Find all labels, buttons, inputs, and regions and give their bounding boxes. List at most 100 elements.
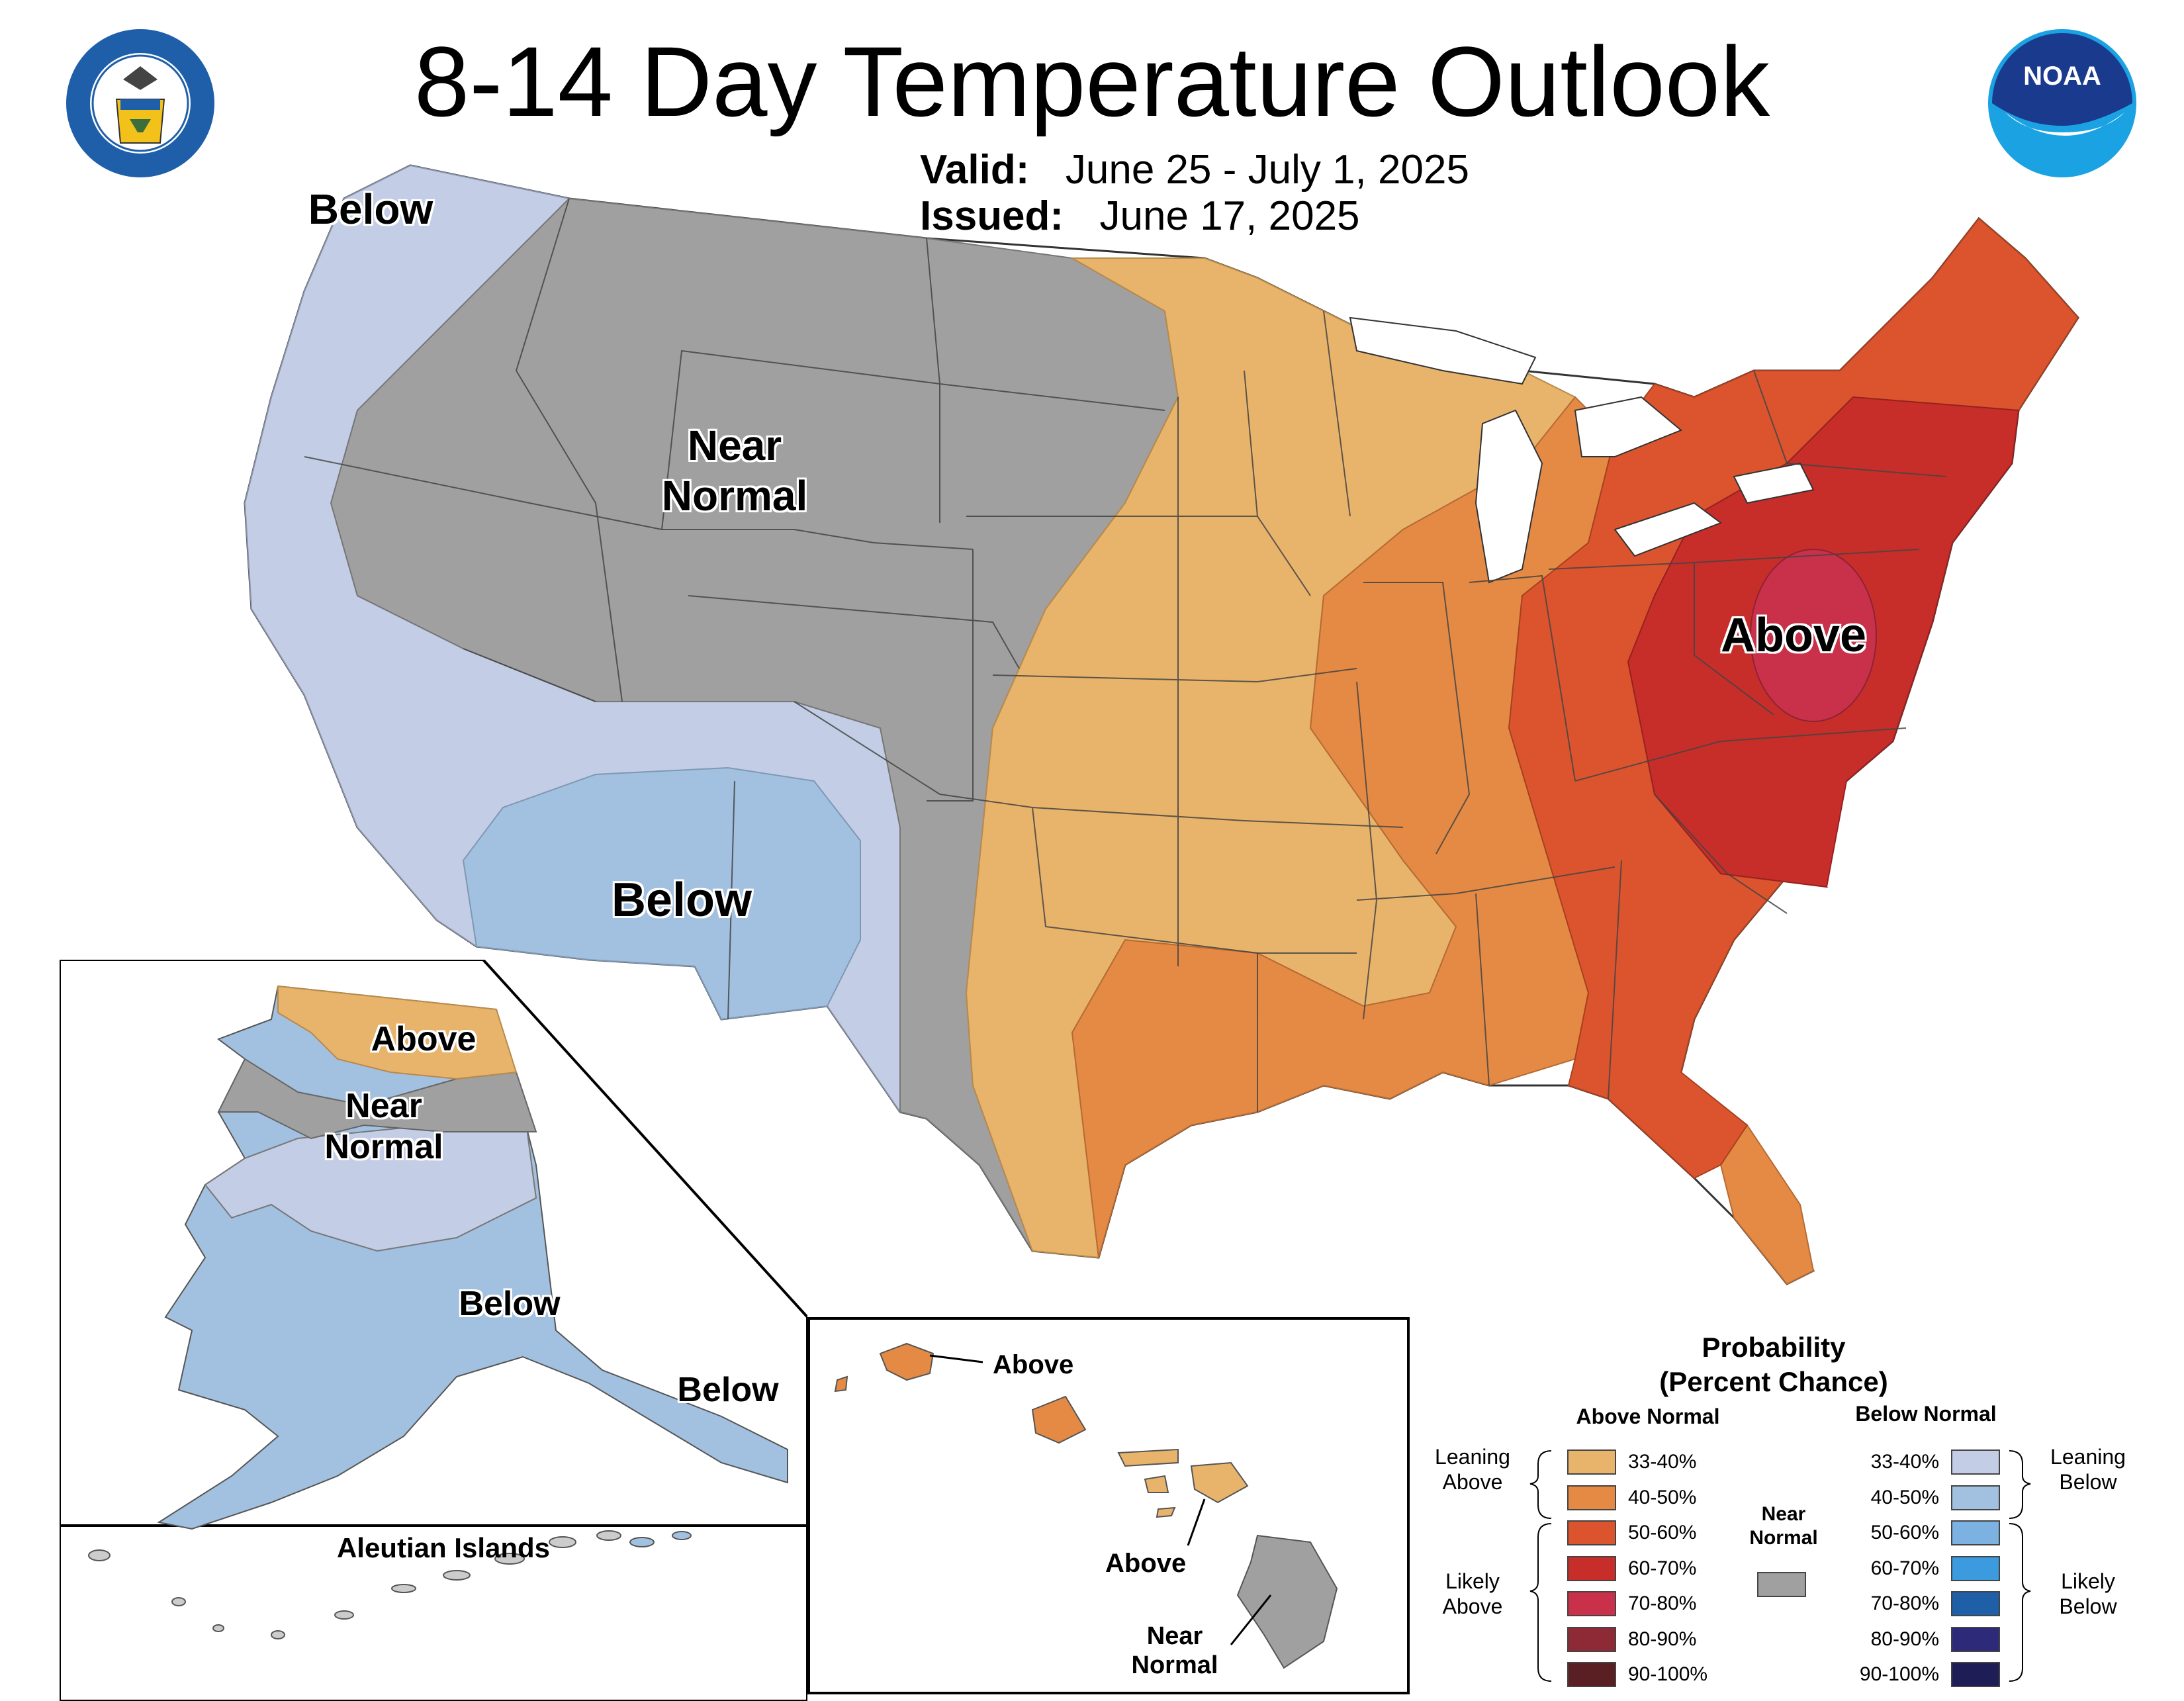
legend-above-swatch-2 [1567,1520,1616,1545]
legend-below-range-6: 90-100% [1859,1663,1939,1685]
page-title: 8-14 Day Temperature Outlook [414,26,1770,137]
legend-below-swatch-1 [1951,1485,2000,1510]
legend-below-swatch-5 [1951,1627,2000,1652]
big-island [1236,1534,1338,1669]
legend-below-range-3: 60-70% [1870,1557,1939,1579]
legend-below-swatch-2 [1951,1520,2000,1545]
legend-below-swatch-6 [1951,1662,2000,1687]
legend-normal-label: Normal [1749,1527,1818,1549]
legend-above-range-5: 80-90% [1628,1628,1697,1650]
legend-below-header: Below Normal [1855,1402,1997,1426]
legend-braces-above [1529,1450,1552,1682]
hawaii-label-near: Near [1146,1622,1203,1650]
lanai [1144,1475,1169,1493]
legend-above-range-0: 33-40% [1628,1451,1697,1473]
aleutian-islands-shapes [88,1530,621,1639]
hawaii-inset [807,1317,1410,1694]
legend-leaning-above-1: Leaning [1435,1445,1510,1469]
legend-above-range-4: 70-80% [1628,1592,1697,1614]
label-near-normal-line1: Near [687,422,782,469]
legend-above-swatch-0 [1567,1449,1616,1475]
issued-value: June 17, 2025 [1099,193,1360,239]
niihau [834,1375,848,1393]
legend-title-line2: (Percent Chance) [1659,1366,1888,1397]
legend-leaning-below-2: Below [2059,1470,2117,1494]
region-below-southwest [462,766,861,1021]
legend-title: Probability (Percent Chance) [1635,1330,1913,1399]
hawaii-pointer-near [1230,1594,1272,1645]
region-florida-40-50 [1719,1124,1815,1285]
kauai [879,1342,934,1381]
hawaii-label-above-1: Above [993,1350,1074,1379]
label-near-normal-conus: Near Normal [622,420,847,521]
hawaii-label-above-2: Above [1105,1549,1187,1578]
legend-leaning-below: Leaning Below [2032,1444,2144,1494]
legend-below-swatch-4 [1951,1591,2000,1616]
legend-below-swatch-3 [1951,1556,2000,1581]
label-below-southwest: Below [611,874,752,927]
legend-below-range-5: 80-90% [1870,1628,1939,1650]
alaska-above [277,985,518,1080]
legend-above-swatch-3 [1567,1556,1616,1581]
legend-braces-below [2009,1450,2031,1682]
hawaii-label-near-normal: Near Normal [1125,1622,1224,1680]
legend-likely-above-1: Likely [1445,1569,1500,1593]
label-above-east: Above [1720,609,1867,662]
alaska-label-above: Above [371,1020,477,1058]
legend-above-range-1: 40-50% [1628,1487,1697,1508]
legend-above-range-6: 90-100% [1628,1663,1708,1685]
legend-below-range-1: 40-50% [1870,1487,1939,1508]
valid-value: June 25 - July 1, 2025 [1065,147,1469,193]
commerce-seal-logo [66,29,214,177]
legend-above-swatch-6 [1567,1662,1616,1687]
state-borders [304,198,1946,1112]
label-below-northwest: Below [308,185,433,233]
hawaii-pointer-above-1 [929,1354,983,1363]
oahu [1031,1395,1087,1444]
issued-label: Issued: [920,193,1064,239]
legend-above-range-2: 50-60% [1628,1522,1697,1543]
alaska-label-below-1: Below [459,1285,561,1323]
legend-above-range-3: 60-70% [1628,1557,1697,1579]
valid-date-line: Valid: June 25 - July 1, 2025 [920,147,1469,193]
molokai [1117,1448,1179,1467]
legend-near-normal-label: Near Normal [1741,1502,1827,1550]
legend-near-label: Near [1761,1503,1806,1525]
legend-near-normal-swatch [1757,1572,1806,1597]
legend-above-swatch-4 [1567,1591,1616,1616]
legend-leaning-above-2: Above [1442,1470,1503,1494]
legend-below-range-0: 33-40% [1870,1451,1939,1473]
hawaii-pointer-above-2 [1187,1498,1206,1546]
legend-above-header: Above Normal [1576,1404,1720,1428]
legend-above-swatch-5 [1567,1627,1616,1652]
hawaii-label-normal: Normal [1131,1651,1218,1679]
legend-above-swatch-1 [1567,1485,1616,1510]
alaska-label-near-normal: Near Normal [298,1085,470,1168]
alaska-label-near: Near [345,1087,422,1125]
legend-below-swatch-0 [1951,1449,2000,1475]
legend-likely-below-2: Below [2059,1594,2117,1618]
label-near-normal-line2: Normal [661,472,808,520]
issued-date-line: Issued: June 17, 2025 [920,193,1360,240]
region-likely-above-70-80 [1750,549,1877,722]
legend-below-range-4: 70-80% [1870,1592,1939,1614]
alaska-label-below-2: Below [677,1371,779,1409]
maui [1190,1461,1249,1504]
legend-likely-above-2: Above [1442,1594,1503,1618]
alaska-inset [60,960,807,1701]
alaska-label-normal: Normal [324,1128,443,1166]
noaa-logo-text: NOAA [2023,62,2101,91]
noaa-logo: NOAA [1988,29,2136,177]
legend-likely-below: Likely Below [2032,1569,2144,1619]
valid-label: Valid: [920,147,1030,193]
legend-below-range-2: 50-60% [1870,1522,1939,1543]
legend-likely-below-1: Likely [2061,1569,2115,1593]
aleutian-islands-title: Aleutian Islands [336,1532,551,1563]
kahoolawe [1156,1506,1176,1518]
legend-leaning-above: Leaning Above [1416,1444,1529,1494]
legend-title-line1: Probability [1702,1332,1846,1363]
legend-likely-above: Likely Above [1416,1569,1529,1619]
great-lakes [1349,316,1815,584]
